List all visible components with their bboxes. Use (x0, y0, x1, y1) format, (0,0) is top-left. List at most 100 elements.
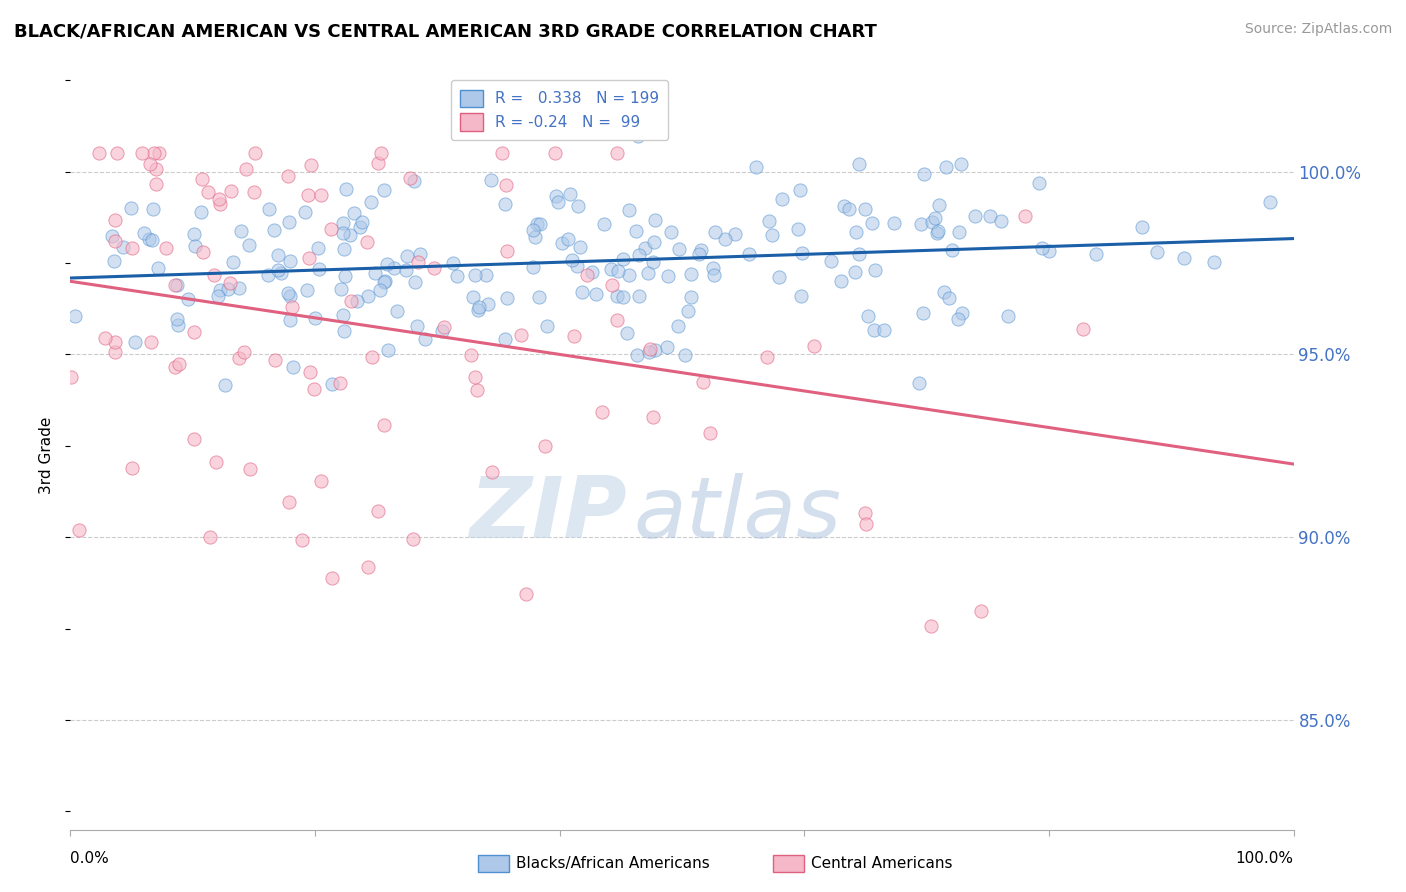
Point (550, 236, 572, 251)
Point (121, 461, 143, 475)
Point (1038, 244, 1060, 259)
Point (177, 292, 200, 306)
Point (494, 196, 516, 211)
Point (606, 289, 628, 303)
Point (643, 410, 665, 425)
Point (145, 178, 167, 192)
Point (395, 249, 418, 263)
Point (657, 340, 679, 354)
Point (910, 217, 932, 231)
Point (370, 146, 392, 161)
Point (832, 199, 855, 213)
Point (855, 517, 877, 532)
Point (166, 278, 188, 293)
Point (422, 261, 444, 276)
Point (627, 129, 650, 144)
Point (522, 260, 544, 274)
Point (612, 290, 634, 304)
Point (628, 289, 651, 303)
Point (131, 146, 153, 161)
Point (335, 182, 357, 196)
Point (374, 274, 396, 288)
Point (576, 268, 599, 282)
Point (89, 146, 111, 161)
Point (1146, 244, 1168, 259)
Point (402, 533, 425, 547)
Point (245, 146, 267, 161)
Point (638, 342, 661, 356)
Point (927, 224, 949, 238)
Point (830, 274, 852, 288)
Point (659, 225, 682, 239)
Point (475, 268, 498, 282)
Point (494, 332, 516, 346)
Point (515, 587, 537, 601)
Point (979, 209, 1001, 223)
Point (356, 560, 378, 574)
Point (208, 283, 231, 297)
Point (139, 156, 162, 170)
Point (307, 241, 329, 255)
Point (600, 277, 623, 292)
Point (641, 255, 664, 269)
Point (789, 183, 811, 197)
Point (634, 242, 657, 256)
Point (1130, 219, 1153, 234)
Point (367, 156, 389, 170)
Point (367, 504, 389, 518)
Point (294, 204, 316, 219)
Point (105, 146, 128, 161)
Point (298, 251, 321, 265)
Point (536, 318, 558, 333)
Point (948, 226, 970, 240)
Point (924, 211, 946, 226)
Point (375, 257, 398, 271)
Point (544, 146, 567, 161)
Point (1071, 322, 1094, 336)
Point (477, 297, 499, 311)
Point (340, 293, 363, 308)
Point (309, 188, 332, 202)
Point (481, 466, 503, 480)
Point (965, 209, 987, 223)
Point (385, 304, 408, 318)
Text: 0.0%: 0.0% (70, 852, 110, 866)
Point (911, 305, 934, 319)
Point (688, 247, 710, 261)
Point (277, 286, 299, 301)
Point (790, 246, 813, 260)
Point (495, 178, 517, 192)
Point (333, 242, 356, 256)
Point (679, 267, 702, 281)
Point (257, 268, 280, 282)
Point (204, 455, 226, 469)
Point (360, 350, 382, 364)
Point (297, 187, 319, 202)
Text: atlas: atlas (633, 474, 841, 557)
Point (912, 167, 935, 181)
Point (534, 438, 557, 452)
Point (257, 202, 280, 216)
Point (432, 324, 454, 338)
Point (468, 300, 491, 314)
Point (666, 318, 689, 333)
Point (561, 252, 583, 267)
Point (460, 348, 482, 362)
Point (321, 571, 343, 585)
Point (690, 244, 713, 258)
Point (132, 226, 155, 240)
Point (349, 219, 371, 234)
Point (970, 604, 993, 618)
Point (883, 216, 905, 230)
Point (233, 344, 256, 359)
Point (228, 281, 250, 295)
Point (925, 226, 948, 240)
Point (332, 226, 354, 240)
Point (524, 230, 547, 244)
Point (141, 234, 163, 248)
Point (377, 343, 399, 358)
Point (166, 318, 188, 332)
Text: Source: ZipAtlas.com: Source: ZipAtlas.com (1244, 22, 1392, 37)
Point (803, 338, 825, 352)
Point (219, 276, 242, 290)
